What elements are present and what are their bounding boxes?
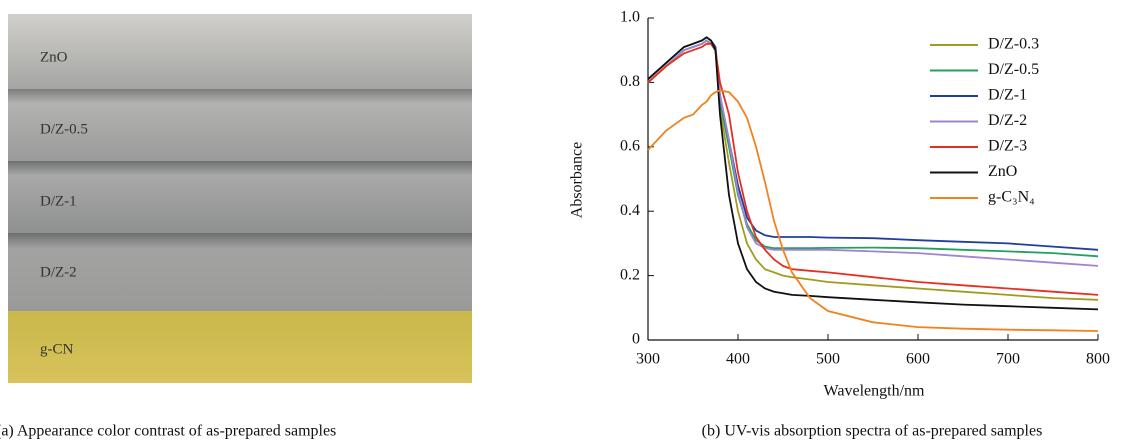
y-tick-label: 0 [632, 331, 640, 348]
x-tick-label: 400 [726, 351, 750, 368]
sample-label: ZnO [40, 49, 68, 65]
sample-band [8, 89, 472, 161]
sample-label: g-CN [40, 341, 74, 357]
legend-label: ZnO [988, 163, 1017, 180]
sample-band [8, 233, 472, 311]
series-line [647, 89, 1099, 332]
sample-label: D/Z-1 [40, 193, 77, 209]
sample-label: D/Z-2 [40, 264, 77, 280]
caption: (a) Appearance color contrast of as-prep… [0, 423, 336, 440]
x-tick-label: 600 [906, 351, 930, 368]
y-tick-label: 1.0 [620, 9, 640, 26]
x-tick-label: 500 [816, 351, 840, 368]
legend-label: D/Z-3 [988, 138, 1027, 155]
sample-band [8, 311, 472, 383]
series-line [647, 36, 1099, 311]
photo: ZnO D/Z-0.5 D/Z-1 D/Z-2 g-CN [8, 14, 472, 383]
series-line [647, 42, 1099, 296]
sample-band [8, 14, 472, 89]
legend-label: g-C₃N₄ [988, 189, 1035, 206]
x-tick-label: 300 [636, 351, 660, 368]
x-tick-label: 700 [996, 351, 1020, 368]
legend-label: D/Z-2 [988, 112, 1027, 129]
legend-label: D/Z-0.3 [988, 36, 1039, 53]
sample-label: D/Z-0.5 [40, 121, 88, 137]
y-axis-label: Absorbance [569, 142, 586, 218]
x-tick-label: 800 [1086, 351, 1110, 368]
y-tick-label: 0.2 [620, 266, 640, 283]
sample-band [8, 161, 472, 233]
caption: (b) UV-vis absorption spectra of as-prep… [702, 423, 1043, 440]
y-tick-label: 0.6 [620, 137, 640, 154]
series-line [647, 39, 1099, 267]
legend-label: D/Z-0.5 [988, 61, 1039, 78]
x-axis-label: Wavelength/nm [824, 383, 925, 400]
legend-label: D/Z-1 [988, 87, 1027, 104]
y-tick-label: 0.8 [620, 73, 640, 90]
y-tick-label: 0.4 [620, 202, 640, 219]
